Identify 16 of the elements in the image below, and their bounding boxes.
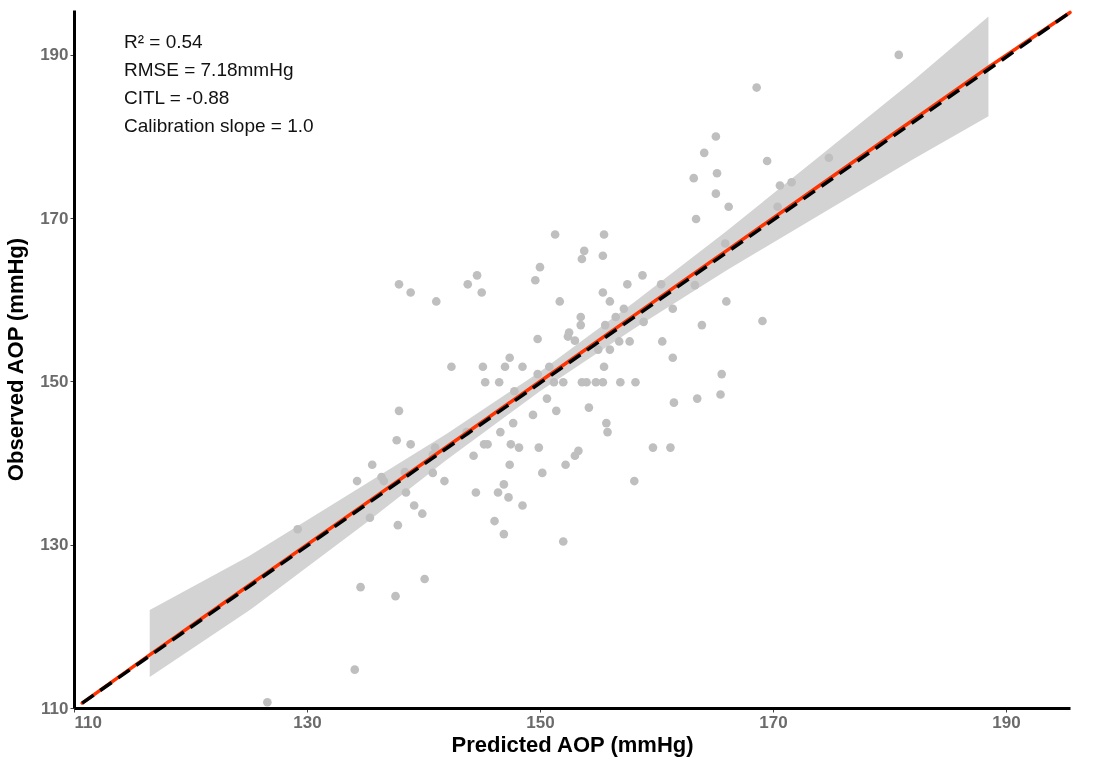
annotation: R² = 0.54 <box>124 31 204 52</box>
annotation: RMSE = 7.18mmHg <box>124 59 294 80</box>
x-tick-label: 190 <box>992 712 1021 732</box>
y-tick-label: 170 <box>40 208 69 228</box>
x-tick-label: 170 <box>759 712 788 732</box>
y-tick-label: 150 <box>40 371 69 391</box>
y-axis-title: Observed AOP (mmHg) <box>3 237 29 482</box>
x-tick-label: 130 <box>293 712 322 732</box>
annotation: CITL = -0.88 <box>124 87 230 108</box>
annotation: Calibration slope = 1.0 <box>124 115 314 136</box>
y-tick-label: 190 <box>40 45 69 65</box>
x-axis-title: Predicted AOP (mmHg) <box>451 731 694 757</box>
y-tick-label: 110 <box>41 698 69 718</box>
y-tick-label: 130 <box>40 535 69 555</box>
x-tick-label: 150 <box>526 712 555 732</box>
x-tick-label: 110 <box>74 712 102 732</box>
